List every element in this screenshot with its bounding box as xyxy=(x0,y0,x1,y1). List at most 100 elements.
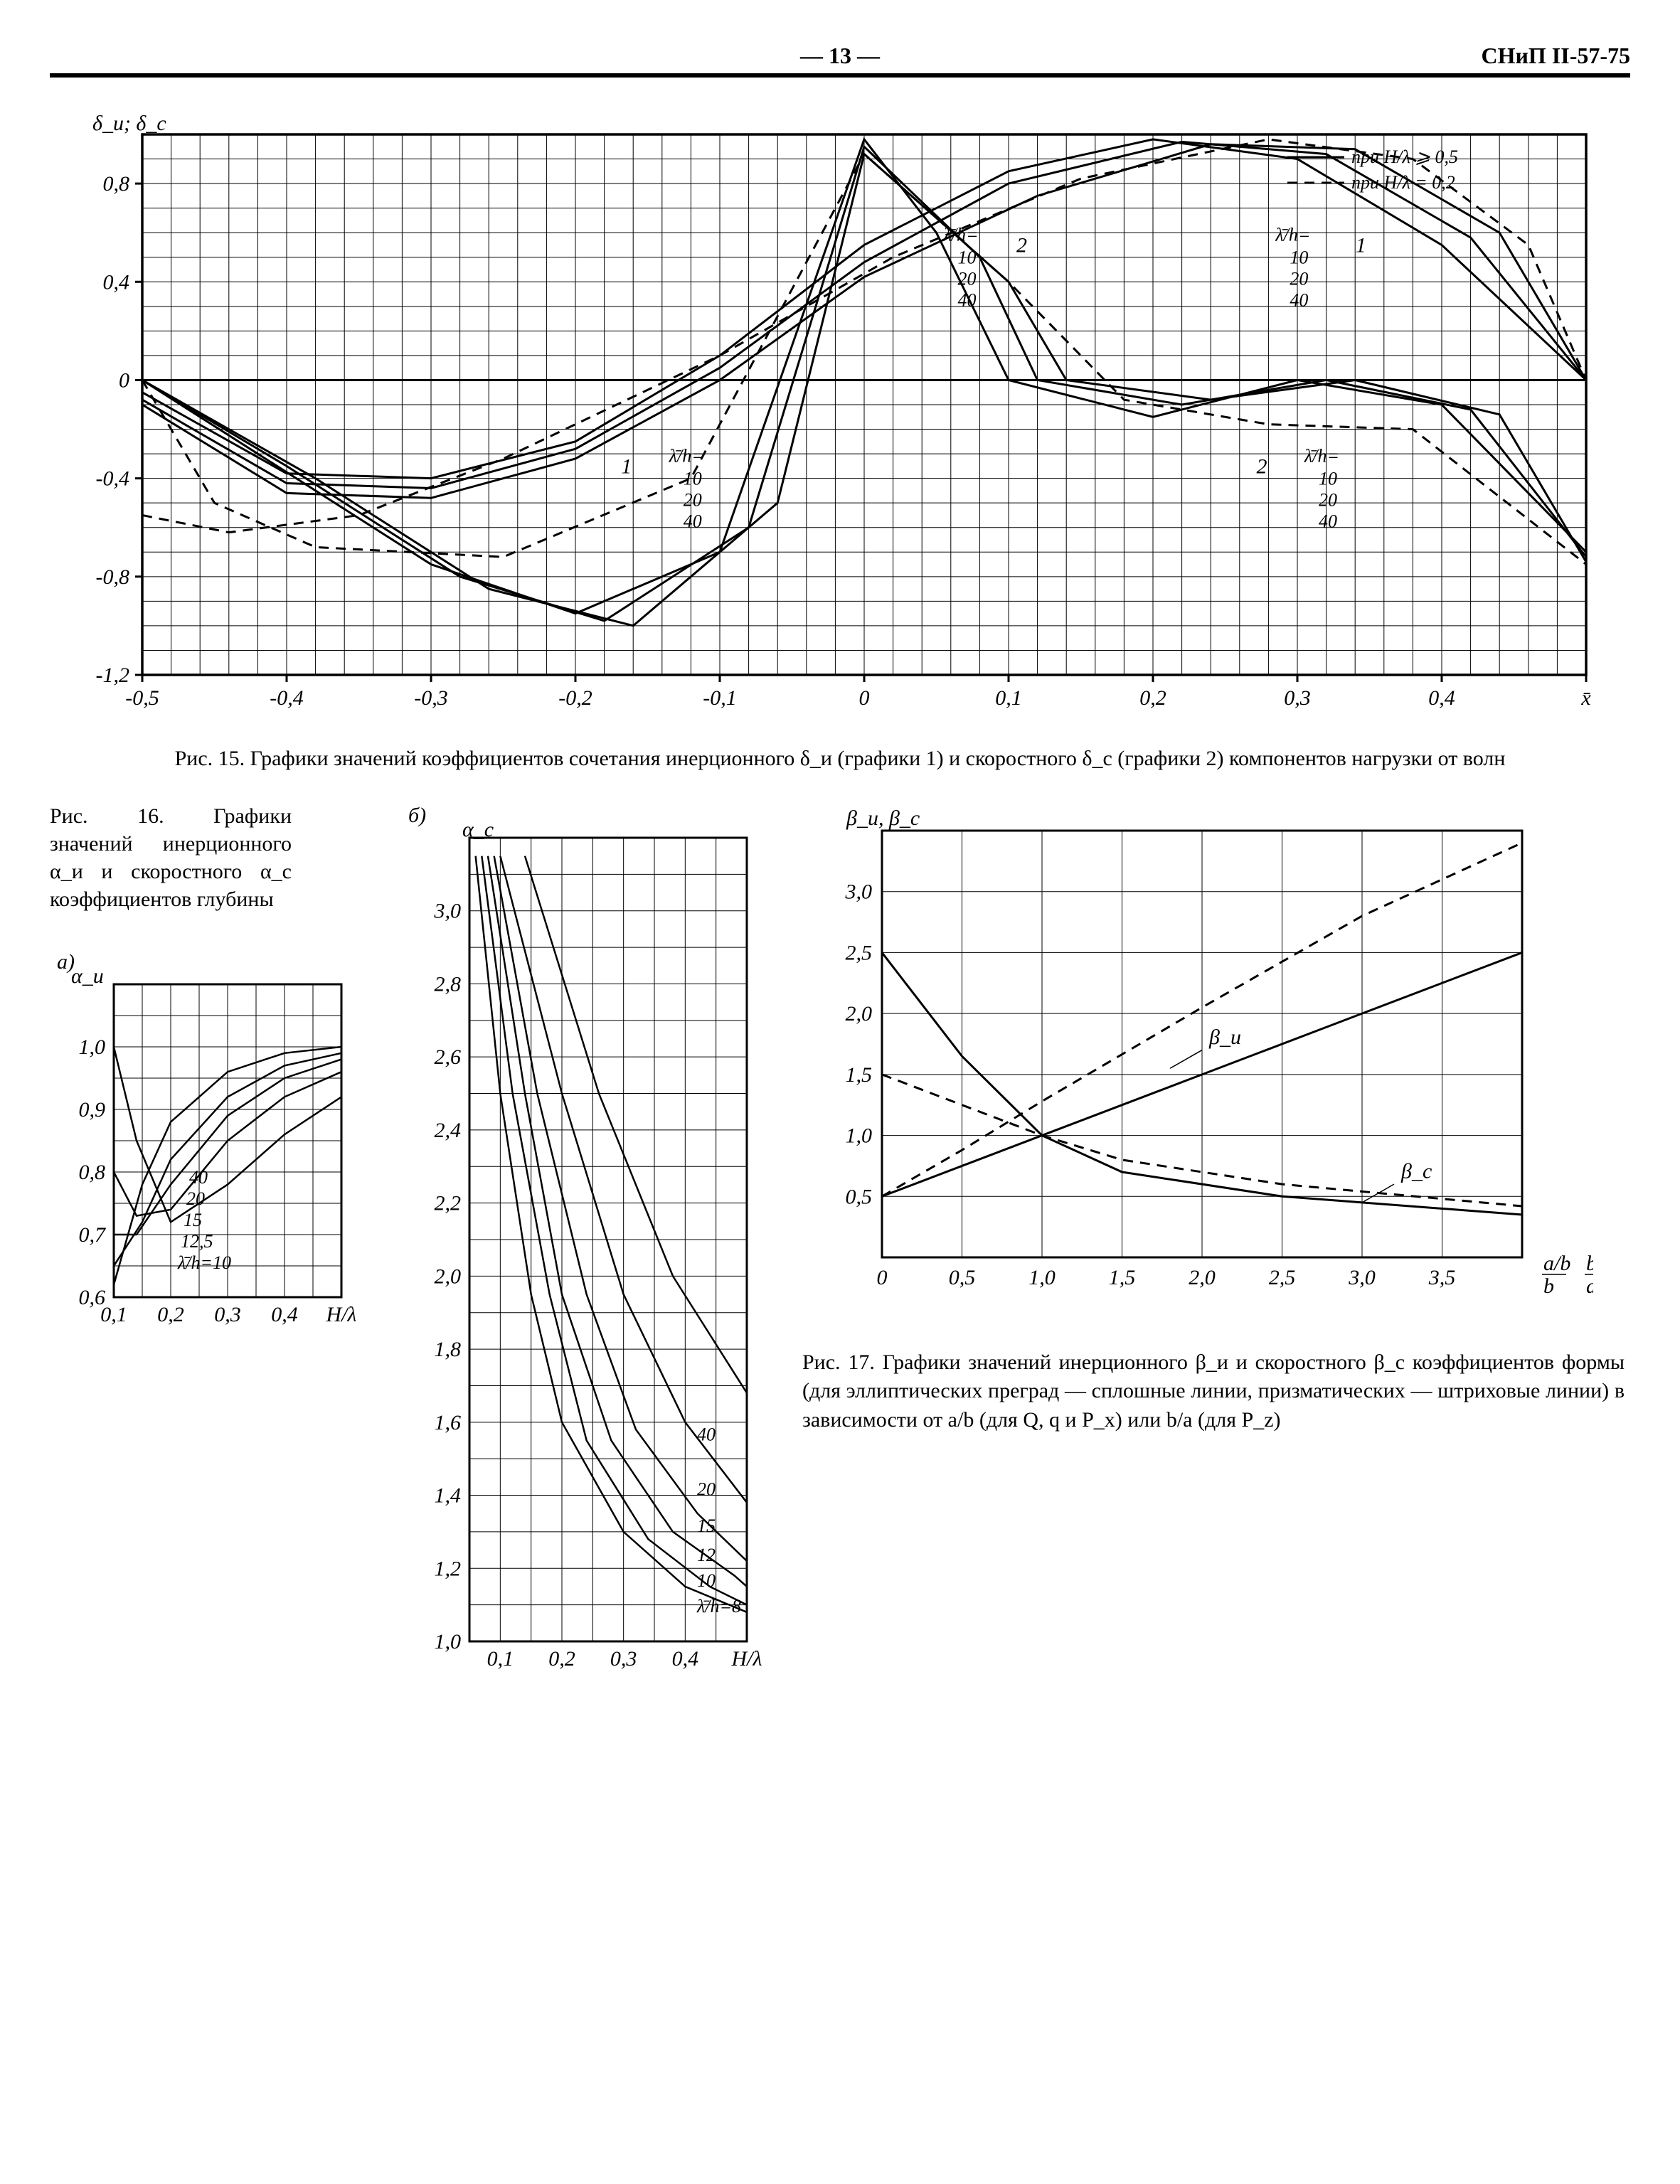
svg-text:2,0: 2,0 xyxy=(1189,1266,1216,1289)
svg-text:б): б) xyxy=(408,804,426,827)
svg-text:0,5: 0,5 xyxy=(846,1185,873,1208)
svg-text:1: 1 xyxy=(1356,233,1366,257)
svg-text:0,7: 0,7 xyxy=(79,1223,107,1247)
svg-text:1,5: 1,5 xyxy=(846,1062,873,1086)
svg-text:x̄: x̄ xyxy=(1580,686,1591,710)
svg-text:2: 2 xyxy=(1257,454,1267,478)
svg-text:0,4: 0,4 xyxy=(672,1647,699,1671)
svg-text:0,4: 0,4 xyxy=(103,270,130,294)
svg-text:0,8: 0,8 xyxy=(79,1161,106,1184)
svg-text:1,0: 1,0 xyxy=(79,1035,106,1059)
svg-text:1,0: 1,0 xyxy=(846,1124,873,1147)
svg-text:0,2: 0,2 xyxy=(1139,686,1166,710)
svg-text:0,5: 0,5 xyxy=(949,1266,976,1289)
svg-text:a/b: a/b xyxy=(1543,1252,1570,1275)
svg-text:λ̄/h=: λ̄/h= xyxy=(669,445,704,466)
svg-text:-1,2: -1,2 xyxy=(96,664,130,687)
svg-text:12,5: 12,5 xyxy=(181,1231,213,1252)
svg-text:β_и: β_и xyxy=(1208,1026,1241,1049)
svg-text:3,5: 3,5 xyxy=(1428,1266,1456,1289)
svg-text:λ̄/h=8: λ̄/h=8 xyxy=(696,1595,741,1616)
svg-text:λ̄/h=10: λ̄/h=10 xyxy=(177,1252,231,1273)
svg-text:20: 20 xyxy=(186,1188,205,1209)
svg-text:10: 10 xyxy=(697,1570,716,1590)
svg-text:0,3: 0,3 xyxy=(610,1647,637,1671)
svg-text:0,6: 0,6 xyxy=(79,1286,106,1309)
fig16a-chart: 0,10,20,30,4H/λ0,60,70,80,91,0а)α_иλ̄/h=… xyxy=(50,942,356,1361)
svg-text:0,2: 0,2 xyxy=(548,1647,575,1671)
svg-text:1,4: 1,4 xyxy=(435,1483,462,1507)
svg-text:2,5: 2,5 xyxy=(846,941,873,964)
svg-text:40: 40 xyxy=(189,1167,208,1188)
svg-text:15: 15 xyxy=(184,1210,202,1230)
svg-text:2,6: 2,6 xyxy=(435,1045,462,1069)
svg-text:-0,3: -0,3 xyxy=(414,686,448,710)
doc-code: СНиП II-57-75 xyxy=(1417,43,1630,69)
svg-text:20: 20 xyxy=(684,489,702,510)
svg-text:1,6: 1,6 xyxy=(435,1410,462,1434)
svg-text:2: 2 xyxy=(1016,233,1027,257)
svg-text:-0,5: -0,5 xyxy=(125,686,159,710)
fig17-chart: 00,51,01,52,02,53,03,50,51,01,52,02,53,0… xyxy=(797,795,1593,1321)
svg-text:λ̄/h=: λ̄/h= xyxy=(1275,224,1310,245)
svg-text:0,4: 0,4 xyxy=(1428,686,1455,710)
svg-text:10: 10 xyxy=(1290,247,1308,267)
svg-text:0,3: 0,3 xyxy=(214,1303,241,1326)
svg-text:0,1: 0,1 xyxy=(487,1647,514,1671)
header-rule xyxy=(50,73,1630,78)
svg-text:40: 40 xyxy=(1290,289,1308,310)
svg-text:1,8: 1,8 xyxy=(435,1338,462,1361)
svg-text:β_с: β_с xyxy=(1400,1159,1432,1183)
svg-text:2,8: 2,8 xyxy=(435,972,462,996)
svg-text:10: 10 xyxy=(1319,468,1337,489)
svg-text:0,1: 0,1 xyxy=(995,686,1022,710)
svg-text:40: 40 xyxy=(697,1424,716,1444)
svg-text:0: 0 xyxy=(119,368,129,392)
svg-text:20: 20 xyxy=(958,268,977,289)
svg-text:20: 20 xyxy=(1319,489,1337,510)
fig15-chart: -0,5-0,4-0,3-0,2-0,100,10,20,30,4x̄-1,2-… xyxy=(50,106,1615,732)
svg-text:a: a xyxy=(1586,1274,1593,1298)
svg-text:1: 1 xyxy=(621,454,632,478)
svg-text:20: 20 xyxy=(697,1479,716,1499)
svg-text:1,0: 1,0 xyxy=(435,1630,462,1653)
svg-text:1,2: 1,2 xyxy=(435,1557,462,1580)
svg-text:0,4: 0,4 xyxy=(271,1303,298,1326)
svg-text:2,0: 2,0 xyxy=(435,1264,462,1288)
svg-text:2,2: 2,2 xyxy=(435,1191,462,1215)
svg-text:3,0: 3,0 xyxy=(845,880,873,903)
svg-text:0,8: 0,8 xyxy=(103,172,130,196)
svg-text:2,0: 2,0 xyxy=(846,1002,873,1026)
svg-text:δ_и; δ_с: δ_и; δ_с xyxy=(92,112,166,135)
svg-text:-0,2: -0,2 xyxy=(558,686,592,710)
fig16b-chart: 0,1 0,2 0,3 0,4 H/λ 1,0 1,2 1,4 1,6 1,8 2,0 2,2 2,4 2… xyxy=(398,795,768,1691)
svg-text:при H/λ = 0,2: при H/λ = 0,2 xyxy=(1351,172,1455,193)
fig17-caption: Рис. 17. Графики значений инерционного β… xyxy=(802,1348,1625,1435)
svg-text:α_с: α_с xyxy=(462,818,494,841)
svg-text:-0,1: -0,1 xyxy=(703,686,737,710)
svg-text:0,9: 0,9 xyxy=(79,1098,106,1122)
svg-text:1,5: 1,5 xyxy=(1109,1266,1136,1289)
svg-text:2,4: 2,4 xyxy=(435,1118,462,1141)
fig16-caption: Рис. 16. Графики значений инерционного α… xyxy=(50,802,292,913)
svg-text:10: 10 xyxy=(958,247,977,267)
svg-text:λ̄/h=: λ̄/h= xyxy=(1304,445,1339,466)
svg-text:3,0: 3,0 xyxy=(434,899,462,922)
svg-text:1,0: 1,0 xyxy=(1028,1266,1056,1289)
svg-text:15: 15 xyxy=(697,1515,716,1535)
svg-text:0: 0 xyxy=(859,686,870,710)
figure-15: -0,5-0,4-0,3-0,2-0,100,10,20,30,4x̄-1,2-… xyxy=(50,106,1630,774)
fig15-caption: Рис. 15. Графики значений коэффициентов … xyxy=(55,745,1625,774)
svg-text:40: 40 xyxy=(958,289,977,310)
svg-text:0: 0 xyxy=(877,1266,888,1289)
svg-text:-0,4: -0,4 xyxy=(96,467,130,491)
page-header: — 13 — СНиП II-57-75 xyxy=(50,43,1630,69)
bottom-row: Рис. 16. Графики значений инерционного α… xyxy=(50,795,1630,1691)
svg-text:λ̄/h=: λ̄/h= xyxy=(943,224,979,245)
svg-text:при H/λ ⩾ 0,5: при H/λ ⩾ 0,5 xyxy=(1351,147,1458,167)
svg-text:α_и: α_и xyxy=(71,964,104,988)
svg-text:-0,4: -0,4 xyxy=(270,686,304,710)
svg-text:β_и, β_с: β_и, β_с xyxy=(846,806,920,830)
svg-text:-0,8: -0,8 xyxy=(96,565,130,589)
svg-text:H/λ: H/λ xyxy=(731,1647,762,1671)
